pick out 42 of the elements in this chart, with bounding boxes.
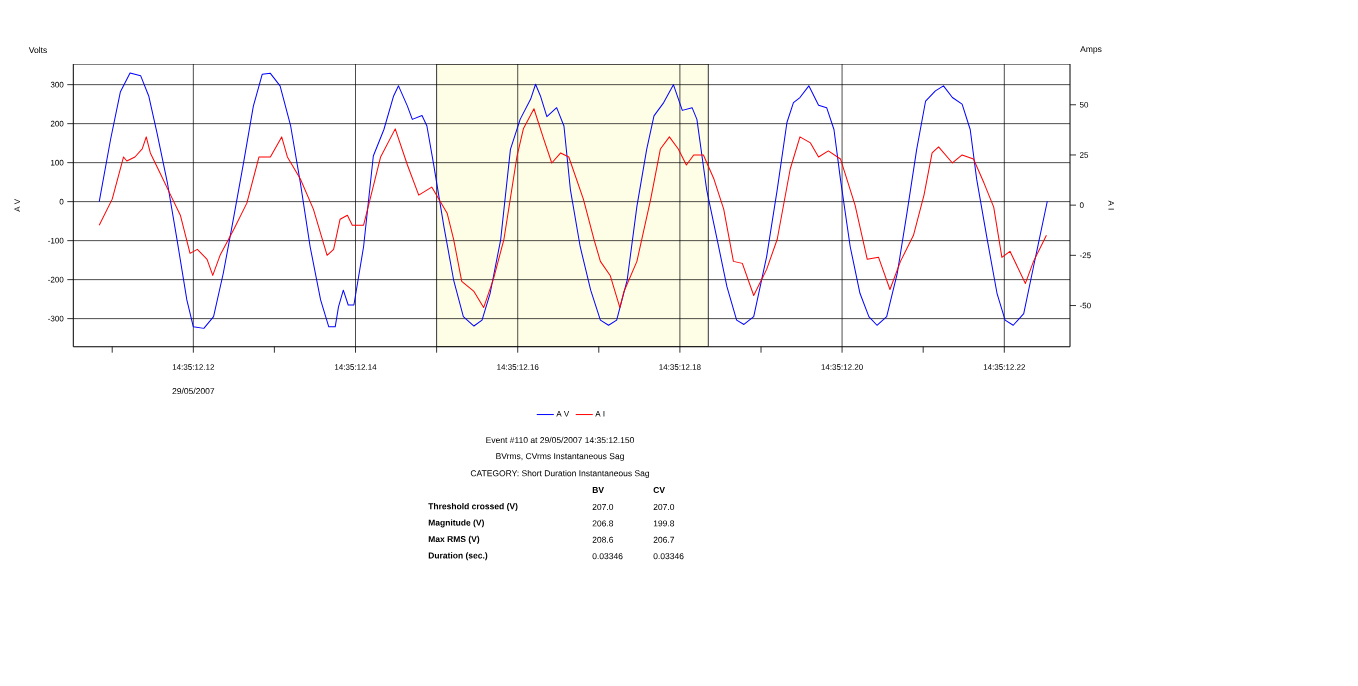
- y-tick-label: 0: [59, 198, 64, 205]
- text: 29/05/2007: [172, 387, 215, 395]
- legend-label: A V: [556, 411, 570, 417]
- text: Duration (sec.): [428, 552, 488, 561]
- text: 0.03346: [592, 553, 623, 560]
- x-tick-label: 14:35:12.18: [659, 364, 701, 370]
- x-tick-label: 14:35:12.12: [172, 364, 215, 370]
- text: 206.7: [653, 536, 675, 543]
- x-tick-label: 14:35:12.14: [334, 364, 377, 370]
- text: BV: [592, 487, 604, 493]
- x-tick-label: 14:35:12.16: [497, 364, 539, 370]
- y2-tick-label: -50: [1079, 302, 1091, 309]
- y-tick-label: -300: [48, 315, 64, 322]
- y-tick-label: -100: [48, 237, 64, 244]
- y2-tick-label: -25: [1079, 252, 1091, 259]
- x-tick-label: 14:35:12.20: [821, 364, 863, 370]
- y2-tick-label: 50: [1079, 101, 1089, 108]
- text: BVrms, CVrms Instantaneous Sag: [496, 453, 624, 461]
- y2-tick-label: 0: [1079, 202, 1084, 208]
- y-axis-title: A V: [14, 198, 20, 212]
- text: 208.6: [592, 536, 614, 543]
- text: 0.03346: [653, 553, 684, 560]
- text: CV: [653, 487, 665, 493]
- y2-tick-label: 25: [1079, 152, 1089, 158]
- text: Threshold crossed (V): [428, 503, 518, 511]
- y-tick-label: -200: [48, 276, 64, 283]
- text: 206.8: [592, 520, 614, 527]
- text: 207.0: [592, 504, 614, 510]
- text: CATEGORY: Short Duration Instantaneous Sag: [470, 470, 650, 478]
- text: Max RMS (V): [428, 535, 480, 544]
- text: 199.8: [653, 520, 675, 527]
- text: Event #110 at 29/05/2007 14:35:12.150: [486, 436, 635, 444]
- text: Amps: [1080, 46, 1102, 54]
- text: Magnitude (V): [428, 519, 484, 528]
- x-tick-label: 14:35:12.22: [983, 364, 1026, 370]
- y-tick-label: 100: [51, 159, 64, 166]
- y2-axis-title: A I: [1108, 200, 1114, 210]
- legend-label: A I: [595, 411, 605, 417]
- y-tick-label: 200: [50, 120, 64, 127]
- text: 207.0: [653, 504, 675, 510]
- y-tick-label: 300: [50, 81, 64, 88]
- text: Volts: [28, 46, 47, 54]
